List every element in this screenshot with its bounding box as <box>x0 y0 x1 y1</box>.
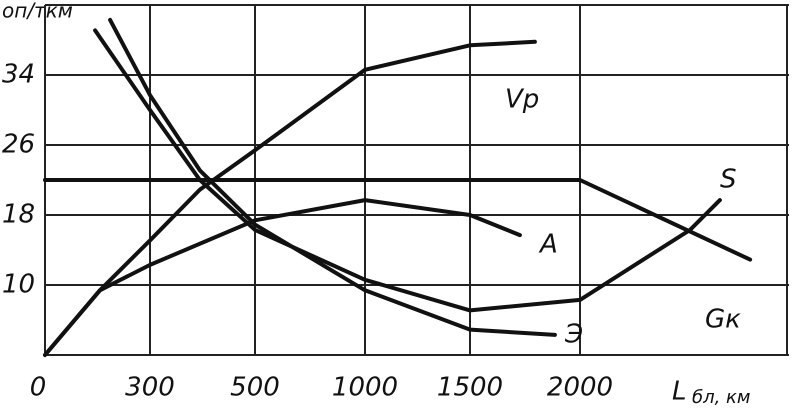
y-tick-label: 10 <box>2 270 35 300</box>
x-tick-label: 500 <box>230 373 280 403</box>
x-tick-label: 1500 <box>437 373 503 403</box>
series-line <box>43 198 522 357</box>
y-axis-label: оп/ткм <box>2 0 73 23</box>
x-tick-label: 300 <box>125 373 175 403</box>
series-label: Vр <box>505 85 539 115</box>
series-label: A <box>538 230 558 260</box>
series-label: S <box>720 165 737 195</box>
series-line <box>43 39 537 357</box>
x-tick-label: 1000 <box>332 373 398 403</box>
y-tick-label: 26 <box>2 130 35 160</box>
y-tick-label: 34 <box>2 60 35 90</box>
x-axis-label: L <box>672 377 687 407</box>
series-line <box>43 178 753 262</box>
series-label: Gк <box>705 305 741 335</box>
series-line <box>108 17 557 337</box>
y-tick-label: 18 <box>2 200 35 230</box>
x-tick-label: 0 <box>30 373 47 403</box>
series-line <box>93 28 722 313</box>
x-tick-label: 2000 <box>547 373 613 403</box>
x-axis-label-sub: бл, км <box>692 387 751 408</box>
series-label: Э <box>564 320 583 350</box>
